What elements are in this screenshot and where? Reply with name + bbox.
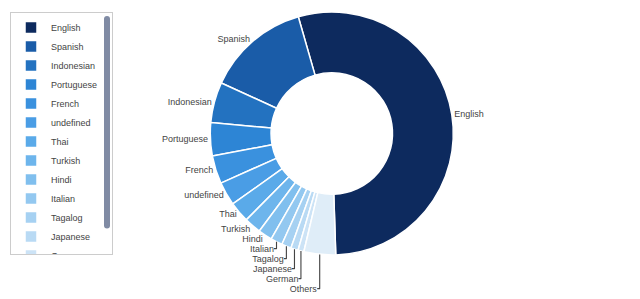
svg-text:Spanish: Spanish: [51, 42, 84, 52]
svg-text:Tagalog: Tagalog: [51, 213, 83, 223]
svg-text:Thai: Thai: [51, 137, 69, 147]
svg-text:Indonesian: Indonesian: [168, 97, 212, 107]
svg-text:Italian: Italian: [51, 194, 75, 204]
svg-text:Italian: Italian: [250, 244, 274, 254]
svg-text:Turkish: Turkish: [221, 224, 250, 234]
svg-text:English: English: [454, 109, 484, 119]
svg-text:Hindi: Hindi: [242, 234, 263, 244]
svg-text:English: English: [51, 23, 81, 33]
svg-text:undefined: undefined: [51, 118, 91, 128]
svg-text:Spanish: Spanish: [218, 34, 251, 44]
svg-text:Japanese: Japanese: [51, 232, 90, 242]
svg-text:Japanese: Japanese: [253, 264, 292, 274]
svg-text:Tagalog: Tagalog: [252, 254, 284, 264]
svg-text:German: German: [51, 251, 84, 254]
svg-text:Portuguese: Portuguese: [51, 80, 97, 90]
svg-text:undefined: undefined: [184, 190, 224, 200]
svg-text:French: French: [51, 99, 79, 109]
svg-text:German: German: [266, 274, 299, 284]
svg-text:Turkish: Turkish: [51, 156, 80, 166]
svg-text:Indonesian: Indonesian: [51, 61, 95, 71]
svg-text:Hindi: Hindi: [51, 175, 72, 185]
svg-text:French: French: [185, 165, 213, 175]
svg-text:Portuguese: Portuguese: [162, 134, 208, 144]
svg-text:Thai: Thai: [219, 209, 237, 219]
svg-text:Others: Others: [290, 284, 318, 294]
